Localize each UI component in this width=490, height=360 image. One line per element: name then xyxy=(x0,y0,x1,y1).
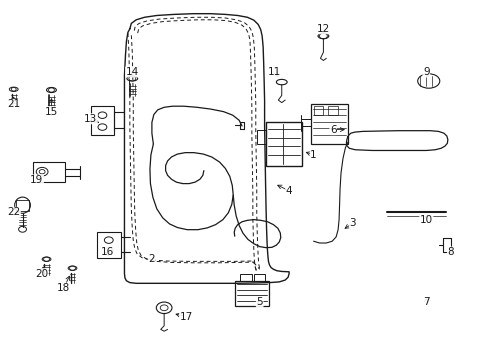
Text: 22: 22 xyxy=(7,207,21,217)
Text: 10: 10 xyxy=(420,215,433,225)
Text: 5: 5 xyxy=(256,297,263,307)
Bar xyxy=(314,106,323,115)
Text: 12: 12 xyxy=(317,24,330,34)
Bar xyxy=(328,106,338,115)
Bar xyxy=(311,104,348,144)
Bar xyxy=(97,232,121,258)
Text: 1: 1 xyxy=(310,150,317,160)
Bar xyxy=(91,106,114,135)
Bar xyxy=(235,281,269,306)
Bar xyxy=(266,122,302,166)
Text: 17: 17 xyxy=(179,312,193,322)
Text: 20: 20 xyxy=(35,269,48,279)
Bar xyxy=(257,130,266,144)
Text: 9: 9 xyxy=(423,67,430,77)
Text: 4: 4 xyxy=(286,186,293,196)
Text: 3: 3 xyxy=(349,218,356,228)
Text: 21: 21 xyxy=(7,99,21,109)
Bar xyxy=(240,274,252,281)
Bar xyxy=(254,274,265,281)
Text: 14: 14 xyxy=(125,67,139,77)
Bar xyxy=(16,200,29,211)
Bar xyxy=(33,162,65,182)
Text: 16: 16 xyxy=(101,247,115,257)
Text: 2: 2 xyxy=(148,254,155,264)
Text: 6: 6 xyxy=(330,125,337,135)
Text: 8: 8 xyxy=(447,247,454,257)
Text: 18: 18 xyxy=(57,283,71,293)
Text: 7: 7 xyxy=(423,297,430,307)
Text: 15: 15 xyxy=(45,107,58,117)
Text: 19: 19 xyxy=(30,175,44,185)
Text: 11: 11 xyxy=(268,67,281,77)
Text: 13: 13 xyxy=(84,114,98,124)
